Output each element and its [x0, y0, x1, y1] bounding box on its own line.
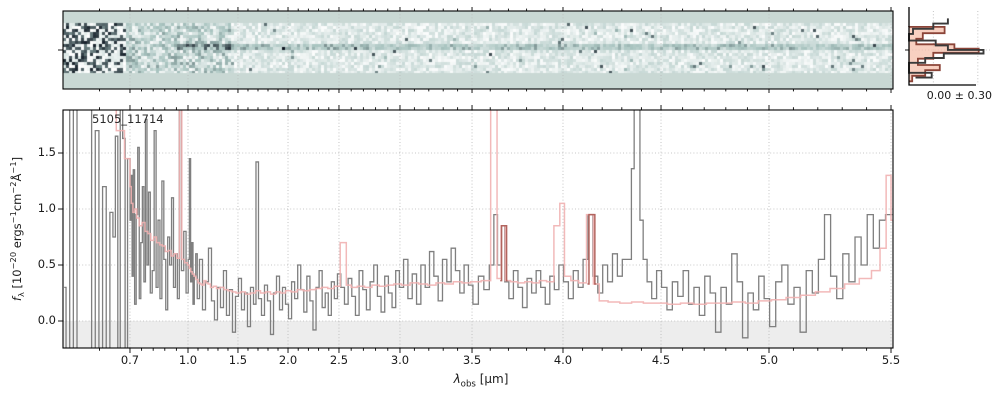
x-tick-label: 5.0	[759, 353, 779, 367]
profile-panel	[905, 7, 990, 86]
x-tick-label: 1.5	[228, 353, 248, 367]
y-axis-label-unit3: Å	[9, 173, 24, 182]
profile-model-fill	[909, 26, 979, 82]
series-flagged-overlap	[587, 213, 597, 285]
object-id-label: 5105_11714	[92, 112, 164, 126]
x-tick-label: 5.5	[881, 353, 901, 367]
y-axis-label-exp3: −1	[7, 161, 18, 174]
spec2d-grid	[129, 11, 892, 89]
main-grid	[63, 110, 893, 348]
y-axis-label-exp0: −20	[7, 251, 18, 270]
x-tick-label: 3.0	[390, 353, 410, 367]
y-tick-label: 0.5	[37, 257, 56, 271]
x-tick-label: 3.5	[462, 353, 482, 367]
x-tick-label: 4.0	[553, 353, 573, 367]
below-zero-band	[63, 321, 893, 348]
y-axis-label-exp2: −2	[7, 181, 18, 194]
y-axis-label-unit1: ergs	[9, 223, 24, 252]
main-spectrum-panel	[58, 105, 894, 353]
main-spines	[62, 109, 894, 349]
spec2d-image	[63, 11, 893, 89]
spec2d-ticks	[58, 7, 892, 93]
spec2d-spines	[62, 10, 894, 90]
y-tick-label: 1.0	[37, 201, 56, 215]
spec2d-panel	[58, 7, 894, 93]
profile-spines	[908, 7, 976, 86]
y-axis-label-unit-open: [10	[9, 269, 24, 293]
y-tick-label: 1.5	[37, 145, 56, 159]
x-axis-label-subscript: obs	[460, 379, 476, 390]
x-tick-label: 2.0	[278, 353, 298, 367]
profile-stats-label: 0.00 ± 0.30	[926, 89, 992, 102]
y-axis-label-symbol: f	[9, 297, 24, 302]
x-tick-label: 4.5	[651, 353, 671, 367]
y-axis-label-subscript: λ	[16, 292, 27, 298]
x-axis-label-unit: [μm]	[475, 372, 509, 386]
y-axis-label-exp1: −1	[7, 211, 18, 224]
x-axis-label-symbol: λ	[453, 372, 461, 386]
x-tick-label: 0.7	[120, 353, 140, 367]
series-uncertainty	[115, 110, 893, 305]
x-tick-label: 1.0	[178, 353, 198, 367]
x-axis-label: λobs [μm]	[381, 372, 581, 389]
x-tick-label: 2.5	[329, 353, 349, 367]
series-flux	[64, 110, 893, 348]
y-tick-label: 0.0	[37, 313, 56, 327]
main-ticks	[58, 105, 892, 353]
y-axis-label: fλ [10−20 ergs−1cm−2Å−1]	[8, 157, 26, 301]
series-flagged-overlap	[500, 225, 508, 282]
